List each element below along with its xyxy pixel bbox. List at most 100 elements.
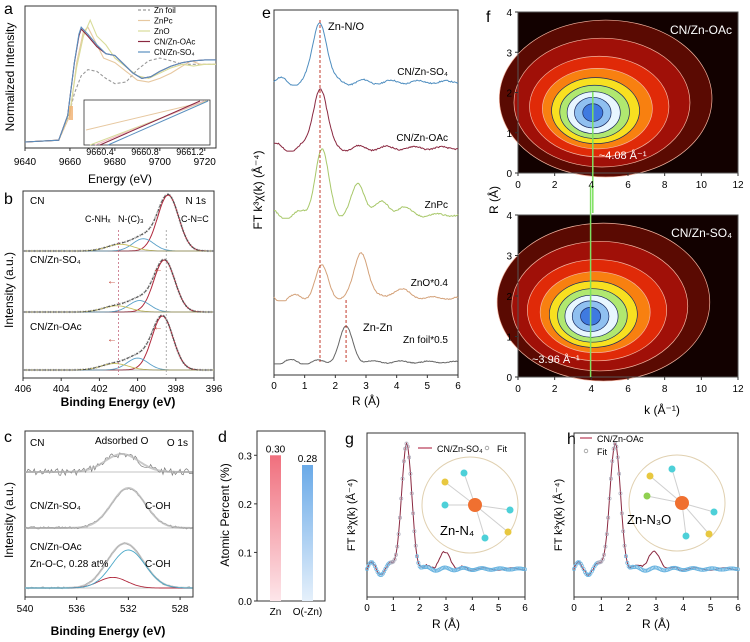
y-tick-f-1-0: 0 xyxy=(506,373,512,384)
fit-point-g xyxy=(404,441,409,446)
panel-label-f: f xyxy=(486,9,491,26)
panel-label-b: b xyxy=(4,191,13,208)
x-tick-h-2: 2 xyxy=(626,603,632,614)
annotation-e-znzn: Zn-Zn xyxy=(363,322,392,334)
atom-g-3 xyxy=(506,506,514,514)
fit-point-g xyxy=(496,566,501,571)
inset-line-a-4 xyxy=(107,100,209,146)
fit-point-g xyxy=(399,496,404,501)
y-tick-f-1-3: 3 xyxy=(506,252,512,263)
panel-e: e Zn-N/O Zn-Zn CN/Zn-SO₄ CN/Zn-OAc ZnPc ZnO… xyxy=(250,5,461,408)
atom-h-3 xyxy=(710,508,718,516)
series-label-e-3: ZnO*0.4 xyxy=(411,278,449,289)
curves-c xyxy=(24,452,193,590)
title-annotation-b: N 1s xyxy=(185,196,206,207)
zn-atom-h xyxy=(675,496,689,510)
title-annotation-c: O 1s xyxy=(167,438,188,449)
fit-point-h xyxy=(621,529,626,534)
x-tick-c-0: 540 xyxy=(17,604,34,615)
fit-point-h xyxy=(719,567,724,572)
inset-tick-a-2: 9661.2 xyxy=(176,147,204,157)
x-axis-label-c: Binding Energy (eV) xyxy=(51,624,166,638)
x-axis-label-f: k (Å⁻¹) xyxy=(644,402,680,417)
shift-arrow-b-1-b: ← xyxy=(153,264,163,275)
fit-point-g xyxy=(365,567,369,571)
x-tick-h-5: 5 xyxy=(708,603,714,614)
fit-point-g xyxy=(415,554,419,559)
series-label-e-1: CN/Zn-OAc xyxy=(396,133,448,144)
plot-frame-b xyxy=(22,190,215,379)
fit-point-g xyxy=(411,511,416,516)
map-title-f-1: CN/Zn-SO₄ xyxy=(671,226,732,240)
fit-point-h xyxy=(618,491,623,496)
inset-lines-a xyxy=(69,100,209,146)
fit-coh-c xyxy=(25,549,193,589)
x-ticks-c: 540 536 532 528 xyxy=(17,597,189,615)
y-tick-f-0-2: 2 xyxy=(506,89,512,100)
fit-point-g xyxy=(397,515,402,520)
x-ticks-h: 0 1 2 3 4 5 6 xyxy=(571,597,741,614)
panel-label-e: e xyxy=(262,5,271,22)
x-tick-d-1: O(-Zn) xyxy=(293,607,322,618)
plot-frame-a xyxy=(24,5,217,149)
series-label-e-2: ZnPc xyxy=(425,200,448,211)
fit-point-h xyxy=(701,567,706,572)
x-tick-a-0: 9640 xyxy=(14,157,37,168)
x-tick-e-3: 3 xyxy=(363,381,369,392)
x-tick-g-5: 5 xyxy=(496,603,502,614)
x-tick-f-0-6: 12 xyxy=(732,180,744,191)
x-tick-g-4: 4 xyxy=(470,603,476,614)
x-tick-g-3: 3 xyxy=(443,603,449,614)
fit-point-g xyxy=(424,565,429,569)
fit-point-g xyxy=(395,544,400,549)
series-group-a xyxy=(24,18,216,143)
fit-point-g xyxy=(409,491,414,496)
y-tick-f-0-1: 1 xyxy=(506,129,512,140)
x-tick-f-0-2: 4 xyxy=(589,180,595,191)
fit-point-h xyxy=(614,444,619,449)
fit-point-h xyxy=(619,511,624,516)
legend-label-a-4: CN/Zn-SO₄ xyxy=(154,48,195,57)
x-ticks-a: 9640 9660 9680 9700 9720 xyxy=(14,148,216,168)
fit-point-h xyxy=(622,543,627,548)
fit-point-g xyxy=(523,567,527,572)
annotation-c-adsorbed: Adsorbed O xyxy=(95,436,149,447)
panel-label-a: a xyxy=(4,1,13,18)
x-tick-a-4: 9720 xyxy=(194,157,217,168)
fit-point-h xyxy=(611,446,616,451)
line-e-0 xyxy=(273,22,459,86)
x-tick-f-0-0: 0 xyxy=(515,180,521,191)
atom-h-5 xyxy=(705,530,713,538)
fit-point-g xyxy=(405,444,410,449)
x-tick-e-2: 2 xyxy=(333,381,339,392)
x-tick-a-3: 9700 xyxy=(149,157,172,168)
x-tick-h-6: 6 xyxy=(735,603,741,614)
fit-point-h xyxy=(699,567,704,572)
x-tick-f-1-2: 4 xyxy=(589,384,595,395)
y-ticks-d: 0.0 0.1 0.2 0.3 xyxy=(238,451,257,608)
inset-tick-a-1: 9660.8 xyxy=(131,147,159,157)
x-tick-b-4: 398 xyxy=(167,384,184,395)
legend-label-h-1: Fit xyxy=(597,447,607,457)
x-tick-f-1-5: 10 xyxy=(696,384,708,395)
series-label-e-0: CN/Zn-SO₄ xyxy=(397,67,448,78)
legend-label-a-0: Zn foil xyxy=(154,6,176,15)
x-tick-f-1-6: 12 xyxy=(732,384,744,395)
legend-label-g-0: CN/Zn-SO₄ xyxy=(437,444,483,454)
y-tick-d-3: 0.3 xyxy=(238,451,252,462)
legend-label-a-2: ZnO xyxy=(154,27,170,36)
y-axis-label-f: R (Å) xyxy=(486,186,501,214)
y-tick-f-1-1: 1 xyxy=(506,333,512,344)
atom-g-1 xyxy=(441,478,449,486)
fit-secondary-b-0 xyxy=(23,238,214,252)
x-tick-h-3: 3 xyxy=(653,603,659,614)
fit-point-h xyxy=(600,557,605,562)
panel-d: d 0.30 Zn 0.28 O(-Zn) 0.0 0.1 0.2 0.3 Atomic P… xyxy=(218,429,326,618)
legend-label-a-3: CN/Zn-OAc xyxy=(154,38,195,47)
x-tick-f-1-4: 8 xyxy=(662,384,668,395)
fit-point-g xyxy=(408,471,413,476)
inset-label-g: Zn-N₄ xyxy=(440,523,474,538)
x-ticks-b: 406 404 402 400 398 396 xyxy=(15,378,223,395)
